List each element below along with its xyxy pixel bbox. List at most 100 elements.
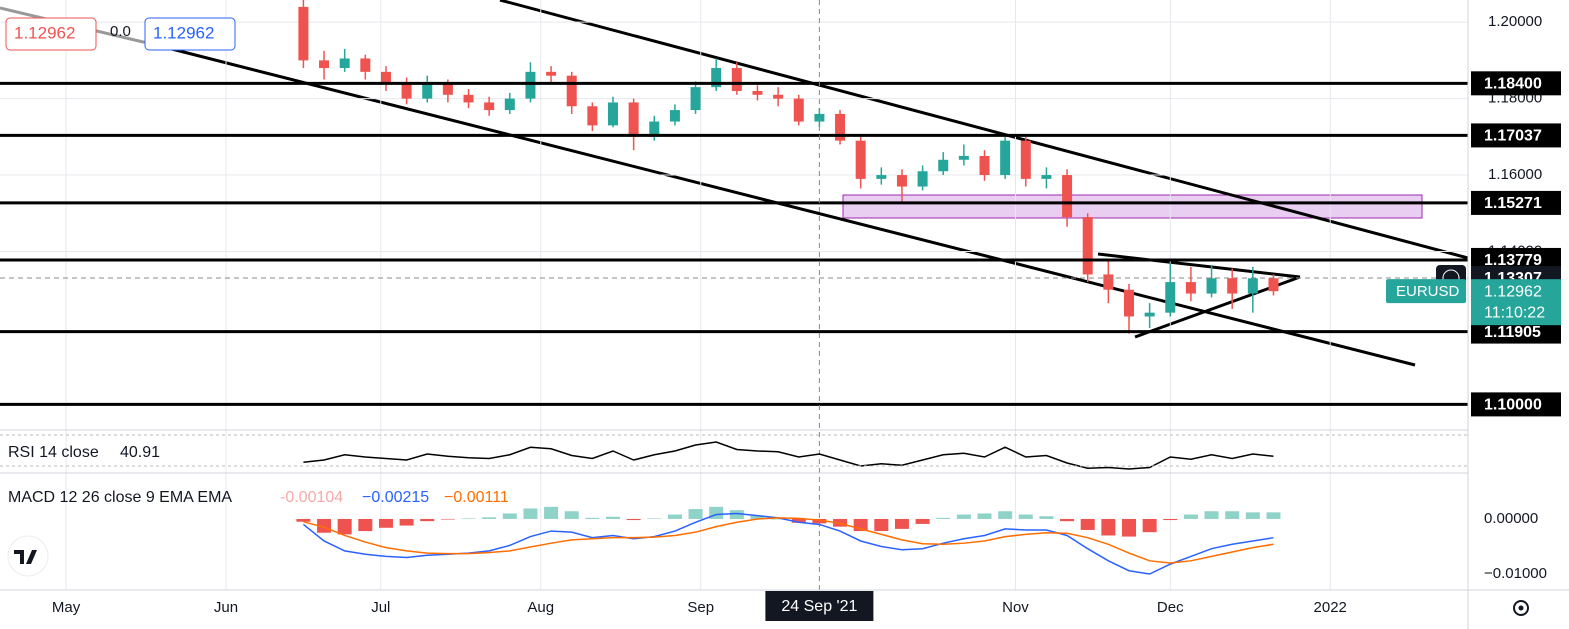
candle-body (1185, 282, 1196, 294)
rsi-line (303, 441, 1274, 470)
buy-box (144, 17, 236, 51)
candle-body (1123, 289, 1134, 317)
x-tick-label: Nov (1002, 599, 1029, 616)
macd-histogram (1163, 518, 1178, 521)
candle-body (1206, 278, 1217, 294)
y-tick-label: 1.20000 (1488, 13, 1542, 30)
macd-histogram (502, 513, 517, 519)
macd-histogram (337, 518, 352, 535)
macd-histogram (1142, 518, 1157, 533)
macd-histogram (585, 517, 600, 519)
trendline (1097, 252, 1301, 279)
level-label: 1.17037 (1484, 128, 1542, 145)
spread: 0.0 (110, 23, 131, 40)
level-label: 1.11905 (1484, 324, 1541, 341)
zone (842, 194, 1423, 219)
y-tick-label: 0.00000 (1484, 510, 1538, 527)
level-box (1471, 71, 1561, 96)
candle-body (690, 87, 701, 111)
macd-histogram (791, 518, 806, 523)
level-label: 1.13779 (1484, 252, 1542, 269)
settings[interactable] (1513, 600, 1529, 616)
macd-histogram (1121, 518, 1136, 537)
macd-histogram (1183, 514, 1198, 519)
y-tick-label: −0.01000 (1484, 565, 1547, 582)
macd-histogram (399, 518, 414, 526)
candle-body (319, 60, 330, 69)
macd-histogram (296, 518, 311, 522)
macd-histogram (1266, 512, 1281, 519)
countdown: 11:10:22 (1484, 304, 1545, 321)
x-tick-label: 2022 (1314, 599, 1347, 616)
quote: 1.12962 0.0 1.12962 (5, 17, 236, 51)
symbol-box (1386, 279, 1466, 304)
macd-histogram (523, 508, 538, 519)
candle-body (773, 94, 784, 99)
buy-price: 1.12962 (153, 23, 214, 42)
y-tick-label: 1.16000 (1488, 166, 1542, 183)
macd-histogram (482, 517, 497, 519)
candle-body (938, 159, 949, 172)
candle-body (855, 140, 866, 179)
candle-body (1082, 217, 1093, 275)
legend-value: −0.00215 (362, 489, 429, 506)
level-label: 1.18400 (1484, 76, 1542, 93)
candle-body (380, 71, 391, 84)
crosshair-x-label: 24 Sep '21 (781, 598, 857, 615)
candle-body (484, 102, 495, 111)
macd-histogram (1204, 511, 1219, 519)
candle-body (360, 58, 371, 72)
macd-histogram (977, 513, 992, 519)
macd-histogram (1245, 512, 1260, 519)
candle-body (752, 90, 763, 95)
macd-histogram (1018, 514, 1033, 519)
trendline (499, 0, 1469, 260)
candle-body (442, 83, 453, 95)
last-box (1471, 279, 1561, 326)
candle-body (1103, 274, 1114, 290)
macd-histogram (771, 518, 786, 520)
macd-histogram (936, 517, 951, 519)
candle-body (339, 58, 350, 69)
legend-value: −0.00111 (444, 489, 509, 506)
candle-body (422, 83, 433, 99)
candle-body (1247, 278, 1258, 294)
macd-histogram (915, 518, 930, 524)
candle-body (711, 68, 722, 88)
x-tick-label: Jul (371, 599, 390, 616)
candle-body (793, 98, 804, 122)
macd-histogram (564, 511, 579, 519)
x-tick-label: May (52, 599, 81, 616)
candle-body (1062, 175, 1073, 218)
macd-histogram (998, 511, 1013, 519)
macd-histogram (544, 506, 559, 519)
level-box (1471, 123, 1561, 148)
candle-body (298, 6, 309, 61)
macd-histogram (461, 518, 476, 519)
candle-body (917, 171, 928, 187)
macd-histogram (647, 518, 662, 519)
macd-line (303, 517, 1274, 564)
candle-body (1000, 140, 1011, 176)
marks (0, 0, 1468, 590)
logo (7, 535, 49, 577)
candle-body (1165, 282, 1176, 313)
sell-box (5, 17, 97, 51)
candle-body (1041, 175, 1052, 179)
symbol-label: EURUSD (1396, 283, 1460, 300)
level-box (1471, 190, 1561, 215)
candle-body (1020, 140, 1031, 179)
candle-body (1144, 312, 1155, 317)
candle-body (401, 83, 412, 99)
macd-histogram (729, 510, 744, 519)
candle-body (669, 110, 680, 122)
candle-body (546, 71, 557, 76)
candle-body (1227, 278, 1238, 294)
candle-body (835, 113, 846, 141)
x-tick-label: Sep (687, 599, 714, 616)
legend-value: -0.00104 (280, 489, 343, 506)
candle-body (979, 155, 990, 176)
macd-histogram (688, 509, 703, 519)
